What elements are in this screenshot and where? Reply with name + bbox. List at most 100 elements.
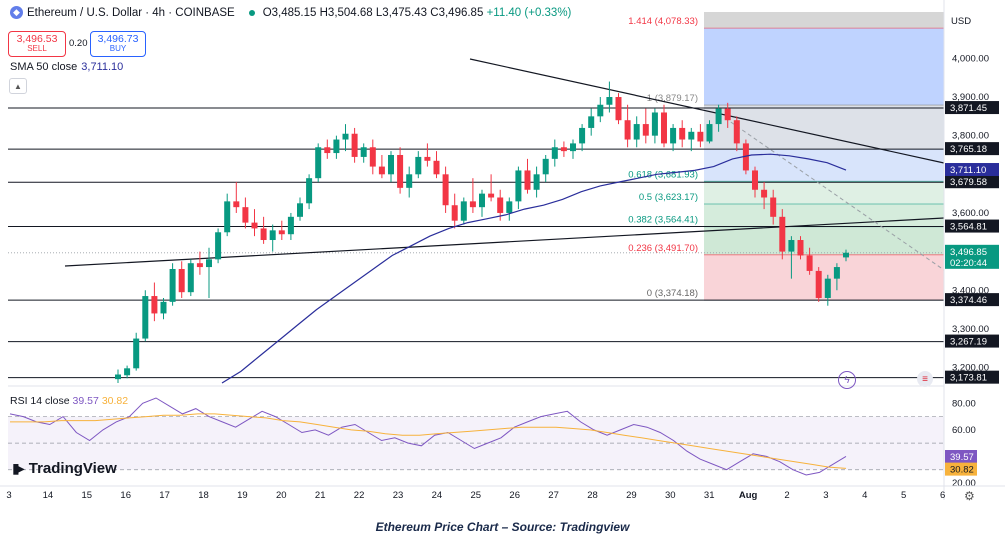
candle-body [415,156,422,175]
time-tick: 19 [237,490,248,501]
time-tick: 6 [940,490,945,501]
candle-body [224,201,231,233]
candle-body [724,108,731,121]
candle-body [497,197,504,213]
chevron-up-icon[interactable]: ▲ [9,78,27,94]
time-tick: 18 [198,490,209,501]
fib-label: 0 (3,374.18) [647,288,698,299]
support-trendline [64,217,945,267]
time-tick: 23 [393,490,404,501]
candle-body [579,127,586,144]
sma-legend[interactable]: SMA 50 close 3,711.10 [10,61,124,73]
candle-body [806,255,813,271]
currency-label[interactable]: USD [951,16,972,27]
rsi-tick: 80.00 [952,398,976,409]
time-tick: Aug [739,490,758,501]
drawn-lines [64,58,945,271]
time-axis[interactable]: 3 14 15 16 17 18 19 20 21 22 23 24 25 26 27 28 29 30 31 Aug… [0,485,1005,501]
level-tag-bg [945,370,999,384]
lightning-icon[interactable]: ϟ [838,371,856,389]
price-tick: 4,000.00 [952,53,989,64]
fib-zone [704,181,944,205]
candle-body [633,124,640,140]
fib-zone [704,28,944,106]
candle-body [324,147,331,154]
tradingview-logo-icon: ▮▸ [12,460,25,476]
rsi-tag: 39.57 [950,452,974,463]
rsi-legend[interactable]: RSI 14 close 39.57 30.82 [10,395,129,407]
time-tick: 3 [6,490,11,501]
level-tag: 3,765.18 [950,144,987,155]
candle-body [315,147,322,179]
candle-body [178,268,185,293]
candle-body [715,108,722,125]
buy-button[interactable]: 3,496.73 BUY [90,31,146,57]
sma-tag-bg [945,163,999,177]
time-tick: 21 [315,490,326,501]
us-flag-icon[interactable]: ≡ [917,371,933,387]
chart-header: ◆ Ethereum / U.S. Dollar · 4h · COINBASE… [10,6,571,19]
fib-zone [704,226,944,255]
candle-body [360,147,367,157]
candle-body [570,143,576,152]
candle-body [551,147,558,159]
fib-zone [704,254,944,301]
time-tick: 31 [704,490,715,501]
level-tag: 3,564.81 [950,222,987,233]
time-tick: 30 [665,490,676,501]
price-tick: 3,400.00 [952,285,989,296]
candle-body [670,127,677,144]
spread-value: 0.20 [69,38,88,49]
fib-label: 1.414 (4,078.33) [628,16,698,27]
candle-body [333,139,340,154]
rsi-tick: 20.00 [952,478,976,489]
sell-button[interactable]: 3,496.53 SELL [8,31,66,57]
candle-body [442,174,449,206]
candle-body [169,268,176,302]
level-tag: 3,267.19 [950,337,987,348]
candle-body [797,240,804,256]
candle-body [697,131,704,142]
countdown-tag: 02:20:44 [950,258,987,269]
candle-body [642,124,649,136]
candle-body [397,154,404,188]
rsi-tick: 60.00 [952,425,976,436]
time-tick: 27 [548,490,559,501]
time-tick: 16 [120,490,131,501]
price-tick: 3,900.00 [952,92,989,103]
time-tick: 14 [43,490,54,501]
price-axis[interactable]: 4,000.003,900.003,800.003,700.003,600.00… [943,0,1005,500]
candle-body [351,133,358,157]
candle-body [742,143,749,171]
time-tick: 5 [901,490,906,501]
candle-body [706,124,713,142]
candle-body [160,301,167,314]
level-tag-bg [945,334,999,348]
candle-body [506,201,513,213]
candle-body [679,127,686,140]
gear-icon[interactable]: ⚙ [964,489,975,503]
sma-tag: 3,711.10 [950,165,986,176]
current-price-tag: 3,496.85 [950,247,987,258]
candle-body [115,374,121,380]
market-status-icon [248,9,255,16]
candle-body [342,133,349,140]
candle-body [269,230,276,241]
time-tick: 29 [626,490,637,501]
candle-body [469,201,476,208]
candle-body [733,120,740,144]
candle-body [433,160,440,175]
time-tick: 4 [862,490,867,501]
level-tag-bg [945,219,999,233]
candle-body [151,296,158,314]
symbol-title[interactable]: Ethereum / U.S. Dollar · 4h · COINBASE [27,6,235,19]
rsi-ma-tag-bg [945,462,977,476]
current-price-tag-bg [945,244,999,269]
candle-body [297,203,303,217]
candle-body [533,174,540,190]
level-tag: 3,374.46 [950,295,987,306]
candle-body [597,104,604,117]
candle-body [488,193,495,198]
time-tick: 28 [587,490,598,501]
